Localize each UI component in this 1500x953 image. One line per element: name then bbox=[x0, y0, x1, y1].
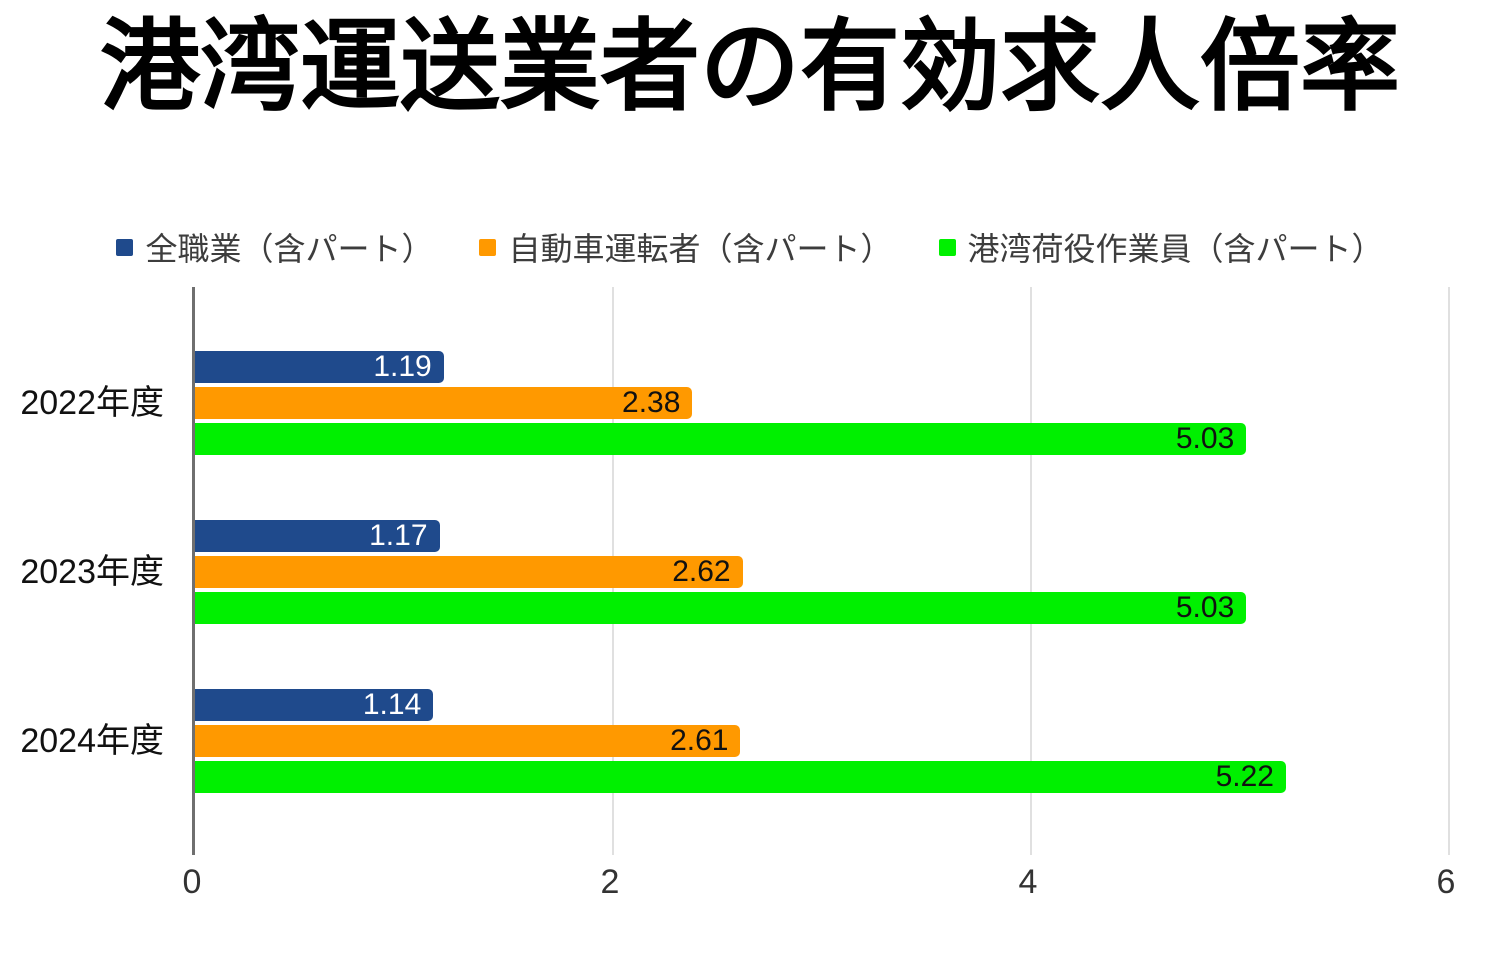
x-tick-label: 6 bbox=[1436, 863, 1456, 901]
gridline bbox=[1030, 287, 1032, 855]
y-axis-labels: 2022年度 2023年度 2024年度 bbox=[0, 287, 176, 855]
x-tick-label: 2 bbox=[600, 863, 620, 901]
bar-value-label: 5.03 bbox=[1175, 422, 1235, 455]
bar: 1.19 bbox=[195, 351, 444, 383]
y-axis-category-label: 2024年度 bbox=[20, 722, 164, 760]
bar-value-label: 1.19 bbox=[373, 350, 432, 383]
bar: 5.22 bbox=[195, 761, 1286, 793]
bar: 5.03 bbox=[195, 422, 1247, 455]
legend-label: 自動車運転者（含パート） bbox=[508, 231, 893, 267]
bar-value-label: 5.03 bbox=[1175, 591, 1235, 624]
legend: 全職業（含パート） 自動車運転者（含パート） 港湾荷役作業員（含パート） bbox=[0, 224, 1500, 270]
gridline bbox=[1448, 287, 1450, 855]
legend-label: 全職業（含パート） bbox=[145, 231, 434, 267]
y-axis-category-label: 2023年度 bbox=[20, 553, 164, 591]
legend-label: 港湾荷役作業員（含パート） bbox=[967, 231, 1384, 267]
bar-value-label: 2.38 bbox=[622, 386, 681, 419]
legend-item-motor-vehicle-drivers: 自動車運転者（含パート） bbox=[479, 224, 893, 270]
bar: 5.03 bbox=[195, 591, 1247, 624]
bar: 2.61 bbox=[195, 724, 741, 757]
y-axis-category-label: 2022年度 bbox=[20, 384, 164, 422]
chart-title: 港湾運送業者の有効求人倍率 bbox=[100, 11, 1400, 123]
bar-value-label: 2.62 bbox=[672, 555, 731, 588]
bar: 1.17 bbox=[195, 520, 440, 552]
bar: 1.14 bbox=[195, 688, 434, 721]
bar-value-label: 1.17 bbox=[369, 519, 428, 552]
legend-item-all-occupations: 全職業（含パート） bbox=[116, 224, 433, 270]
legend-swatch-blue bbox=[116, 238, 134, 256]
legend-item-port-cargo-workers: 港湾荷役作業員（含パート） bbox=[938, 224, 1384, 270]
bar-group: 1.19 2.38 5.03 bbox=[195, 351, 1449, 455]
bar: 2.62 bbox=[195, 556, 743, 588]
x-axis-tick-labels: 0 2 4 6 bbox=[183, 862, 1456, 906]
x-tick-label: 4 bbox=[1018, 863, 1038, 901]
bar-value-label: 2.61 bbox=[670, 724, 729, 757]
bar-group: 1.17 2.62 5.03 bbox=[195, 520, 1449, 624]
legend-swatch-green bbox=[938, 238, 956, 256]
bar-value-label: 5.22 bbox=[1215, 760, 1274, 793]
legend-swatch-orange bbox=[479, 238, 497, 256]
bar: 2.38 bbox=[195, 386, 693, 419]
x-tick-label: 0 bbox=[182, 863, 202, 901]
bar-group: 1.14 2.61 5.22 bbox=[195, 689, 1449, 793]
plot-area: 1.19 2.38 5.03 1.17 2.62 5.03 1.14 2.61 5.22 bbox=[192, 287, 1450, 855]
bar-value-label: 1.14 bbox=[362, 688, 422, 721]
